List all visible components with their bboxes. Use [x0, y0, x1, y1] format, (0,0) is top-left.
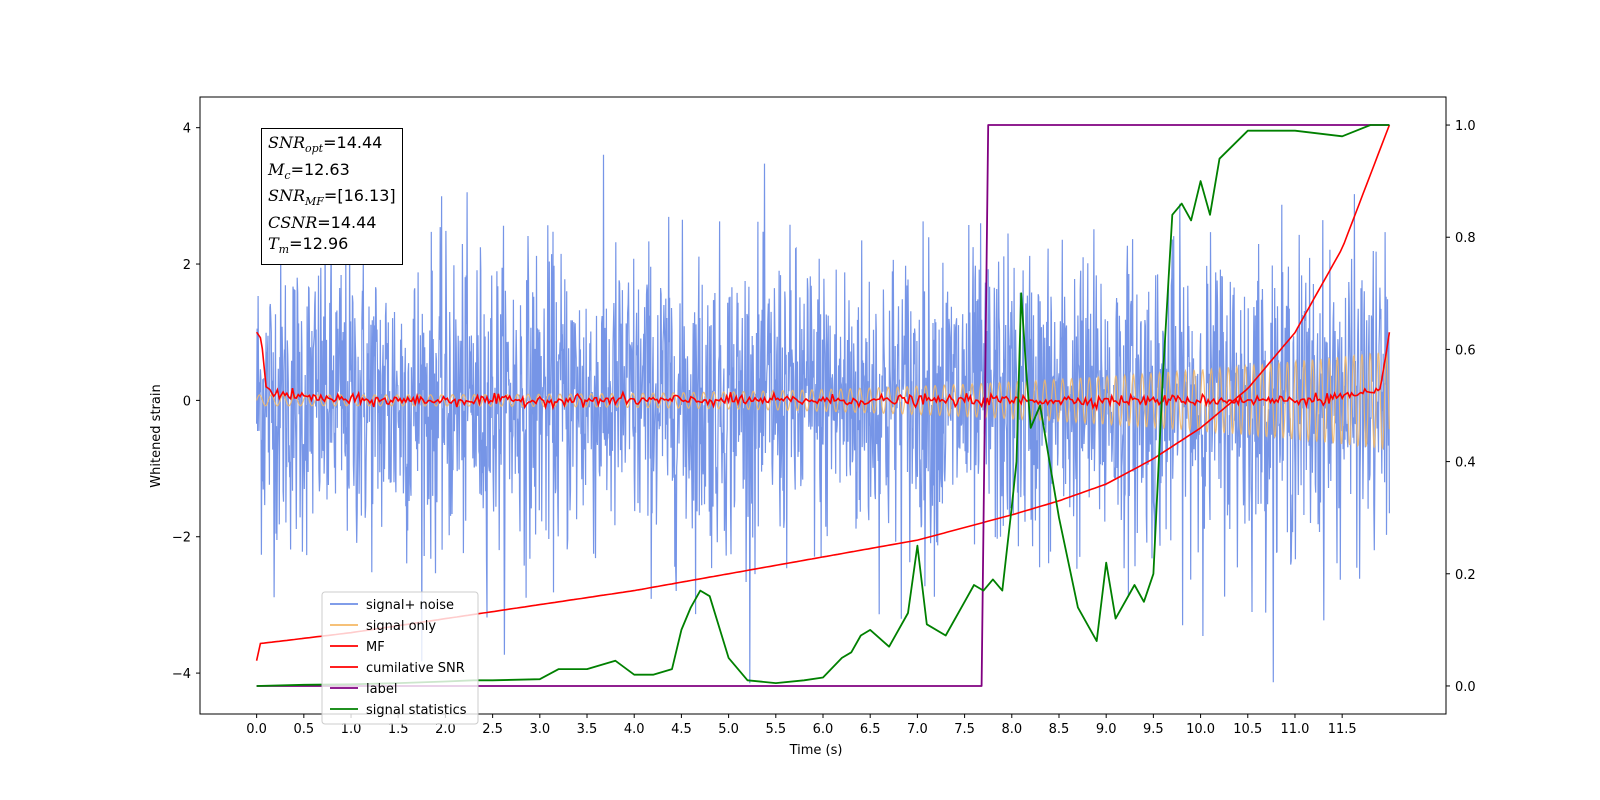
y2-tick-label: 0.0 [1455, 680, 1476, 695]
y-axis-label: Whitened strain [149, 384, 164, 487]
x-tick-label: 8.5 [1049, 722, 1070, 737]
legend: signal+ noise signal only MF cumilative SNR… [321, 591, 479, 725]
x-tick-label: 1.5 [388, 722, 409, 737]
x-tick-label: 11.5 [1328, 722, 1357, 737]
x-tick-label: 8.0 [1001, 722, 1022, 737]
legend-entry: signal only [366, 619, 436, 634]
legend-entry: MF [366, 640, 385, 655]
series-label-line [256, 124, 1390, 687]
y-tick-label: 2 [183, 258, 191, 273]
x-tick-label: 6.0 [813, 722, 834, 737]
y-tick-label: 4 [183, 122, 191, 137]
x-tick-label: 4.5 [671, 722, 692, 737]
y2-tick-label: 0.4 [1455, 456, 1476, 471]
y-tick-label: −4 [172, 667, 191, 682]
x-tick-label: 7.0 [907, 722, 928, 737]
x-tick-label: 5.0 [718, 722, 739, 737]
legend-entry: cumilative SNR [366, 661, 465, 676]
legend-box [321, 591, 479, 725]
x-tick-label: 3.5 [577, 722, 598, 737]
snr-mf-annotation: SNRMF=[16.13] [268, 186, 396, 209]
y-tick-label: −2 [172, 531, 191, 546]
x-tick-label: 9.5 [1143, 722, 1164, 737]
mc-annotation: Mc=12.63 [268, 159, 350, 182]
x-tick-label: 5.5 [765, 722, 786, 737]
x-tick-label: 0.0 [246, 722, 267, 737]
legend-entry: signal statistics [366, 703, 467, 718]
x-tick-label: 3.0 [529, 722, 550, 737]
y2-tick-label: 1.0 [1455, 119, 1476, 134]
y2-tick-label: 0.8 [1455, 231, 1476, 246]
x-tick-label: 7.5 [954, 722, 975, 737]
annotation-box: SNRopt=14.44 Mc=12.63 SNRMF=[16.13] CSNR… [261, 128, 403, 266]
series-signal-statistics-line [256, 124, 1390, 687]
y2-tick-label: 0.6 [1455, 343, 1476, 358]
y2-tick-label: 0.2 [1455, 568, 1476, 583]
legend-entry: signal+ noise [366, 598, 454, 613]
series-mf-line [255, 331, 1391, 412]
x-axis-label: Time (s) [789, 743, 843, 758]
x-tick-label: 11.0 [1280, 722, 1309, 737]
y-tick-label: 0 [183, 394, 191, 409]
legend-entry: label [366, 682, 397, 697]
x-tick-label: 9.0 [1096, 722, 1117, 737]
x-tick-label: 10.5 [1233, 722, 1262, 737]
x-tick-label: 2.5 [482, 722, 503, 737]
tm-annotation: Tm=12.96 [268, 233, 349, 256]
axes: 0.0 0.5 1.0 1.5 2.0 2.5 3.0 3.5 4.0 4.5 5.0 5.5 6.0 6… [172, 96, 1476, 737]
x-tick-label: 2.0 [435, 722, 456, 737]
x-tick-label: 1.0 [341, 722, 362, 737]
x-tick-label: 6.5 [860, 722, 881, 737]
csnr-annotation: CSNR=14.44 [268, 213, 377, 233]
x-tick-label: 10.0 [1186, 722, 1215, 737]
x-tick-label: 4.0 [624, 722, 645, 737]
x-tick-label: 0.5 [293, 722, 314, 737]
snr-opt-annotation: SNRopt=14.44 [268, 133, 383, 156]
